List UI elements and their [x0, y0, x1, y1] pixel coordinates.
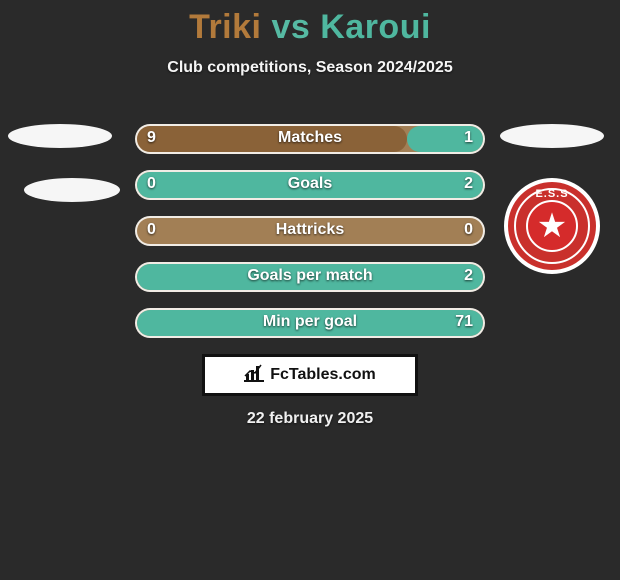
title-right-player: Karoui — [320, 8, 431, 46]
bar-row: Goals per match2 — [135, 262, 485, 292]
bar-track — [135, 216, 485, 246]
bar-fill-right — [137, 310, 483, 336]
bar-track — [135, 308, 485, 338]
bar-fill-right — [137, 172, 483, 198]
date-text: 22 february 2025 — [0, 410, 620, 428]
bar-fill-right — [407, 126, 483, 152]
right-badge-column — [500, 124, 610, 148]
star-icon: ★ — [537, 209, 567, 243]
left-club-placeholder-1 — [8, 124, 112, 148]
bar-fill-left — [137, 126, 407, 152]
title-left-player: Triki — [189, 8, 261, 46]
bar-row: Matches91 — [135, 124, 485, 154]
club-badge-ess: E.S.S ★ — [504, 178, 600, 274]
bar-track — [135, 170, 485, 200]
chart-icon — [244, 364, 264, 387]
title-vs: vs — [271, 8, 310, 46]
bar-row: Goals02 — [135, 170, 485, 200]
comparison-bars: Matches91 Goals02 Hattricks00 Goals per mat… — [135, 124, 485, 354]
right-club-placeholder — [500, 124, 604, 148]
left-badge-column — [8, 124, 118, 232]
bar-track — [135, 262, 485, 292]
bar-track — [135, 124, 485, 154]
page-title: Triki vs Karoui — [0, 0, 620, 47]
left-club-placeholder-2 — [24, 178, 120, 202]
bar-row: Hattricks00 — [135, 216, 485, 246]
bar-fill-right — [137, 264, 483, 290]
badge-ess-label: E.S.S — [508, 188, 596, 200]
brand-plate[interactable]: FcTables.com — [202, 354, 418, 396]
comparison-card: Triki vs Karoui Club competitions, Seaso… — [0, 0, 620, 440]
brand-text: FcTables.com — [270, 366, 376, 384]
bar-row: Min per goal71 — [135, 308, 485, 338]
subtitle: Club competitions, Season 2024/2025 — [0, 59, 620, 77]
